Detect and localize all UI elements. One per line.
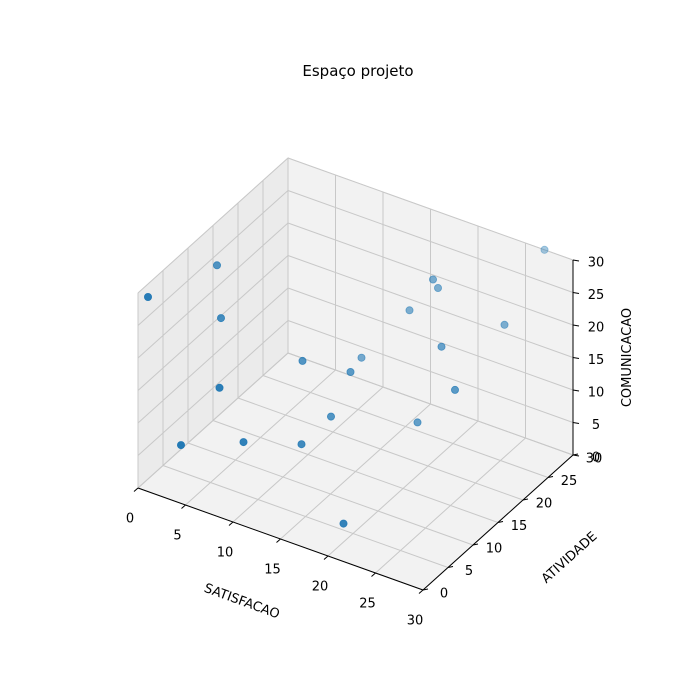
x-tick-label: 15 [264, 563, 281, 578]
x-tick-mark [181, 504, 186, 509]
grid-line [237, 397, 524, 501]
data-point [326, 412, 335, 421]
grid-line [287, 190, 574, 293]
data-points [143, 245, 549, 528]
z-axis-label: COMUNICACAO [620, 308, 635, 407]
axis-panes [137, 156, 574, 591]
x-tick-label: 25 [359, 597, 376, 612]
grid-line [287, 320, 574, 423]
x-tick-label: 0 [126, 512, 134, 527]
grid-line [137, 222, 289, 359]
x-tick-mark [228, 521, 234, 526]
y-tick-mark [497, 521, 504, 523]
y-tick-mark [547, 476, 554, 478]
grid-line [262, 375, 549, 478]
y-tick-label: 15 [511, 519, 528, 534]
y-tick-mark [422, 588, 429, 591]
data-point [433, 283, 442, 292]
data-point [215, 383, 224, 392]
z-tick-label: 25 [588, 288, 605, 303]
z-tick-mark [572, 259, 580, 262]
z-tick-mark [572, 454, 580, 457]
z-tick-label: 10 [588, 386, 605, 401]
y-tick-mark [472, 543, 479, 546]
grid-line [162, 465, 449, 568]
data-point [339, 519, 348, 528]
data-point [216, 314, 225, 323]
data-point [346, 367, 355, 376]
data-point [540, 245, 549, 254]
z-tick-mark [572, 389, 580, 392]
grid-line [137, 157, 289, 294]
y-tick-mark [447, 566, 454, 568]
x-axis-label: SATISFACAO [202, 581, 282, 622]
data-point [143, 292, 152, 301]
grid-lines [137, 157, 574, 591]
grid-line [137, 190, 289, 326]
data-point [239, 438, 248, 447]
z-tick-label: 5 [592, 418, 600, 433]
x-tick-label: 30 [407, 614, 424, 629]
z-tick-mark [572, 292, 580, 294]
x-tick-label: 20 [312, 580, 329, 595]
x-tick-mark [133, 487, 139, 492]
data-point [450, 385, 459, 394]
chart-title: Espaço projeto [302, 62, 413, 80]
z-tick-mark [572, 324, 580, 327]
grid-line [287, 352, 574, 456]
grid-line [287, 255, 574, 358]
grid-line [137, 352, 289, 489]
data-point [212, 261, 221, 270]
x-tick-label: 10 [217, 546, 234, 561]
z-tick-label: 20 [588, 321, 605, 336]
z-tick-mark [572, 422, 580, 424]
grid-line [287, 222, 574, 326]
data-point [500, 320, 509, 329]
y-axis-label: ATIVIDADE [539, 529, 601, 587]
y-tick-label: 5 [465, 564, 473, 579]
y-tick-label: 25 [561, 474, 578, 489]
x-tick-label: 5 [173, 529, 181, 544]
z-tick-label: 30 [588, 256, 605, 271]
data-point [176, 441, 185, 450]
y-tick-label: 30 [586, 452, 603, 467]
x-tick-mark [323, 555, 329, 560]
data-point [437, 342, 446, 351]
data-point [357, 353, 366, 362]
z-tick-mark [572, 357, 580, 359]
grid-line [212, 420, 499, 523]
grid-line [137, 255, 289, 391]
grid-line [287, 287, 574, 391]
y-tick-label: 10 [486, 542, 503, 557]
grid-line [137, 287, 289, 424]
data-point [413, 418, 422, 427]
grid-line [287, 157, 574, 261]
z-tick-label: 15 [588, 353, 605, 368]
y-tick-mark [522, 498, 529, 501]
grid-line [137, 320, 289, 456]
data-point [405, 306, 414, 315]
data-point [298, 356, 307, 365]
x-tick-mark [371, 572, 376, 577]
x-tick-mark [276, 538, 281, 543]
y-tick-label: 20 [536, 497, 553, 512]
data-point [428, 275, 437, 284]
y-tick-label: 0 [440, 587, 448, 602]
z-tick-label: 0 [592, 451, 600, 466]
grid-line [187, 442, 474, 546]
x-tick-mark [418, 589, 424, 594]
data-point [297, 440, 306, 449]
